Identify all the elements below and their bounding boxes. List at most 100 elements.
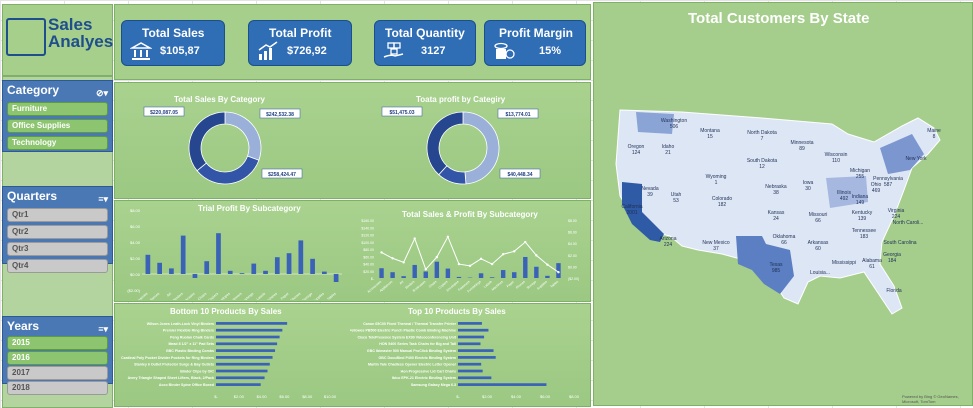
data-label: $220,087.05 [150,110,178,116]
year-item-2015[interactable]: 2015 [7,336,108,350]
state-name-label: Ohio [871,182,882,188]
bar [401,276,406,278]
bottom-10-products-chart: Wilson Jones Leath-Lock Vinyl Binders Pre… [121,322,337,399]
filter-clear-icon[interactable]: ⊘▾ [95,88,108,98]
kpi-title: Profit Margin [499,26,573,40]
x-tick-label: Tables [326,292,337,300]
state-name-label: Arizona [660,236,677,242]
x-tick-label: Copiers [207,292,219,300]
california-state [622,182,664,242]
bar [458,328,489,332]
year-item-2018[interactable]: 2018 [7,381,108,395]
chart-title: Toata profit by Categiry [416,95,506,104]
x-tick-label: Paper [280,291,290,300]
sales-profit-by-subcategory-chart: $160.00 $140.00 $120.00 $100.00 $80.00 $60.00… [361,219,579,294]
donut-slice [188,111,226,172]
growth-chart-icon [258,41,278,60]
state-value-label: 66 [781,240,787,246]
state-name-label: North Caroli... [893,220,924,226]
years-slicer[interactable]: Years ≡▾ 2015 2016 2017 2018 [2,316,113,395]
year-item-2017[interactable]: 2017 [7,366,108,380]
bar [216,356,273,359]
app-title: Sales Analyes [48,15,114,51]
state-name-label: North Dakota [747,130,777,136]
bar [445,268,451,278]
category-item-office-supplies[interactable]: Office Supplies [7,119,108,133]
state-name-label: Arkansas [808,240,829,246]
product-label: Wilson Jones Leath-Lock Vinyl Binders [147,322,214,326]
profit-point [501,253,505,256]
state-value-label: 506 [670,124,679,130]
chart-title: Total Sales By Category [174,95,265,104]
state-name-label: Oregon [628,144,645,150]
filter-clear-icon[interactable]: ≡▾ [98,194,108,204]
bar [434,261,440,278]
donut-slice [462,111,500,185]
x-tick-label: Bookcases [180,292,196,300]
profit-point [402,261,405,264]
category-slicer[interactable]: Category ⊘▾ Furniture Office Supplies Tec… [2,80,113,152]
kpi-value: 15% [539,45,562,57]
quarters-slicer[interactable]: Quarters ≡▾ Qtr1 Qtr2 Qtr3 Qtr4 [2,186,113,273]
quarter-item-qtr1[interactable]: Qtr1 [7,208,108,222]
state-value-label: 469 [872,188,881,194]
bar [489,277,495,278]
quarter-item-qtr3[interactable]: Qtr3 [7,242,108,256]
data-label: $242,532.38 [266,112,294,118]
y-tick-label: ($2.00) [127,288,140,293]
bar [216,328,283,332]
category-item-technology[interactable]: Technology [7,136,108,150]
bar [310,258,315,274]
x-tick-label: $- [456,394,460,399]
state-name-label: New Mexico [702,240,729,246]
data-label-box [143,106,185,117]
bar [180,235,186,274]
kpi-total-profit: Total Profit $726,92 [248,20,352,66]
bar [379,268,384,278]
product-label: Binder Clips by OIC [180,369,214,373]
state-value-label: 224 [892,214,901,220]
map-attribution: Powered by Bing © GeoNames, Microsoft, T… [902,394,959,404]
profit-point [513,250,516,253]
product-label: Stanley 6 Outlet Protector Surge & Bay O… [134,363,214,367]
quarter-item-qtr2[interactable]: Qtr2 [7,225,108,239]
chart-title: Trial Profit By Subcategory [198,204,301,213]
kpi-value: $726,92 [287,45,327,57]
year-item-2016[interactable]: 2016 [7,351,108,365]
y-tick-label: $8.00 [130,208,141,213]
profit-point [535,254,538,257]
products-panel [114,303,591,407]
profit-by-category-donut: $51,475.03 $13,774.01 $40,448.34 [381,106,541,185]
x-tick-label: $8.00 [569,394,580,399]
state-value-label: 184 [888,258,897,264]
bar [458,383,547,386]
state-value-label: 224 [664,242,673,248]
product-label: Premier Flexible Ring Binders [163,329,214,333]
us-customers-map[interactable]: Washington506Oregon124Idaho21Montana15No… [612,104,948,319]
chart-title: Top 10 Products By Sales [408,307,506,316]
product-label: Samsung Galaxy Mega 6.3 [411,383,456,387]
state-value-label: 24 [773,216,779,222]
x-tick-label: Chairs [197,292,208,300]
filter-clear-icon[interactable]: ≡▾ [98,324,108,334]
state-value-label: 37 [713,246,719,252]
kpi-total-quantity: Total Quantity 3127 [374,20,476,66]
quarter-item-qtr4[interactable]: Qtr4 [7,259,108,273]
x-tick-label: Labels [256,292,267,300]
x-tick-label: $4.00 [511,394,522,399]
state-name-label: Tennessee [852,228,876,234]
data-label: $258,424.47 [268,172,296,178]
product-label: GBC Plastic Binding Combs [166,349,214,353]
x-tick-label: Binders [172,292,184,300]
category-item-furniture[interactable]: Furniture [7,102,108,116]
dashboard-logo-icon [6,18,46,56]
kpi-title: Total Quantity [385,26,465,40]
state-name-label: Alabama [862,258,882,264]
state-value-label: 1 [715,180,718,186]
profit-point [546,263,549,266]
state-value-label: 182 [718,202,727,208]
product-label: Peng Ruolan Chalk Cards [170,335,214,339]
bar [545,275,550,278]
state-value-label: 255 [856,174,865,180]
x-tick-label: $10.00 [324,394,337,399]
